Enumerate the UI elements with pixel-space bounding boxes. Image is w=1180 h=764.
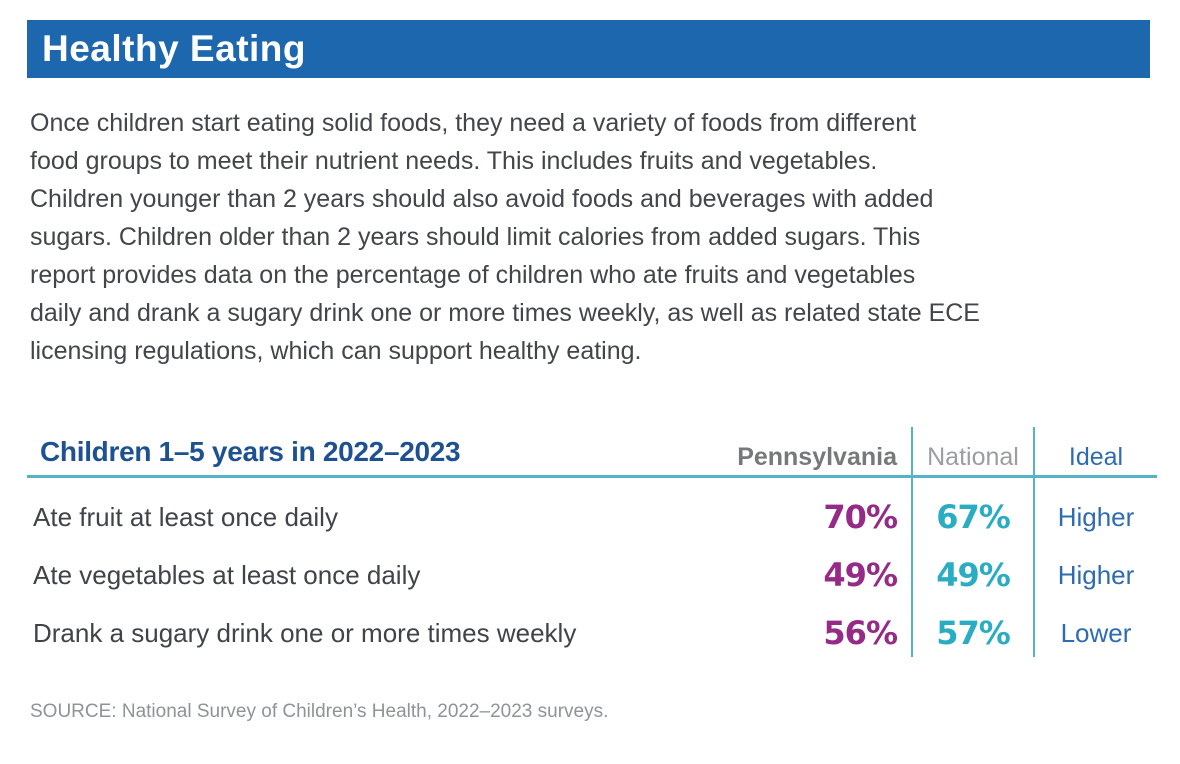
- table-title: Children 1–5 years in 2022–2023: [40, 436, 461, 467]
- table-header-divider: [27, 475, 1157, 478]
- row-label: Ate vegetables at least once daily: [33, 560, 421, 590]
- intro-line: report provides data on the percentage o…: [30, 261, 916, 289]
- intro-line: food groups to meet their nutrient needs…: [30, 147, 878, 175]
- page-title: Healthy Eating: [42, 28, 306, 69]
- intro-line: Once children start eating solid foods, …: [30, 109, 917, 137]
- ideal-value: Higher: [1057, 560, 1135, 590]
- ideal-value: Higher: [1057, 502, 1135, 532]
- pennsylvania-value: 70%: [823, 498, 898, 536]
- column-divider-right: [1033, 427, 1035, 657]
- column-header-national: National: [927, 443, 1019, 471]
- intro-line: sugars. Children older than 2 years shou…: [30, 223, 921, 251]
- column-header-ideal: Ideal: [1068, 443, 1124, 471]
- intro-line: licensing regulations, which can support…: [30, 337, 642, 365]
- source-note: SOURCE: National Survey of Children’s He…: [30, 701, 609, 722]
- column-header-pennsylvania: Pennsylvania: [737, 443, 897, 471]
- ideal-value: Lower: [1060, 618, 1132, 648]
- section-header-bar: Healthy Eating: [27, 20, 1150, 78]
- intro-line: Children younger than 2 years should als…: [30, 185, 934, 213]
- intro-paragraph: Once children start eating solid foods, …: [30, 104, 1150, 370]
- pennsylvania-value: 56%: [823, 614, 898, 652]
- pennsylvania-value: 49%: [823, 556, 898, 594]
- row-label: Drank a sugary drink one or more times w…: [33, 618, 577, 648]
- table-row: Drank a sugary drink one or more times w…: [0, 605, 1180, 661]
- national-value: 67%: [936, 498, 1011, 536]
- table-row: Ate vegetables at least once daily 49% 4…: [0, 547, 1180, 603]
- national-value: 57%: [936, 614, 1011, 652]
- row-label: Ate fruit at least once daily: [33, 502, 338, 532]
- column-divider-left: [911, 427, 913, 657]
- intro-line: daily and drank a sugary drink one or mo…: [30, 299, 980, 327]
- table-row: Ate fruit at least once daily 70% 67% Hi…: [0, 489, 1180, 545]
- national-value: 49%: [936, 556, 1011, 594]
